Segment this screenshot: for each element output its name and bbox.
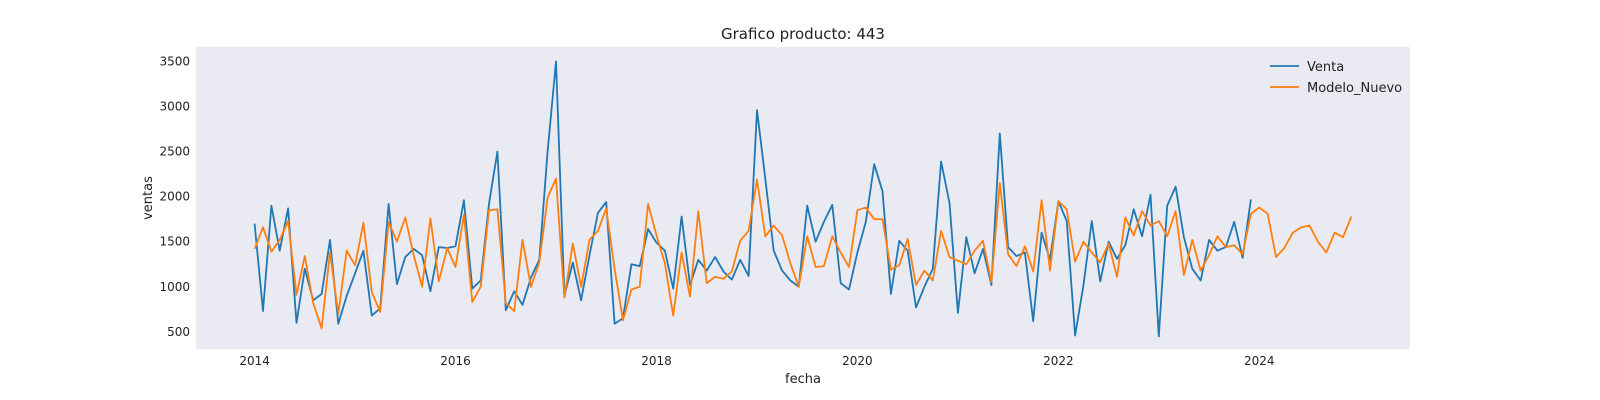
chart-title: Grafico producto: 443 — [721, 25, 885, 43]
x-tick-label: 2020 — [842, 354, 873, 368]
y-axis: 500 1000 1500 2000 2500 3000 3500 — [159, 54, 190, 338]
y-tick-label: 3500 — [159, 54, 190, 68]
x-axis-label: fecha — [785, 372, 821, 387]
legend: Venta Modelo_Nuevo — [1270, 60, 1402, 96]
series-layer — [253, 60, 1353, 338]
y-axis-label: ventas — [141, 176, 156, 220]
legend-label: Venta — [1307, 60, 1344, 75]
x-tick-label: 2022 — [1043, 354, 1074, 368]
y-tick-label: 1000 — [159, 280, 190, 294]
y-tick-label: 2000 — [159, 190, 190, 204]
x-tick-label: 2014 — [239, 354, 270, 368]
x-axis: 2014 2016 2018 2020 2022 2024 — [239, 354, 1274, 368]
y-tick-label: 3000 — [159, 99, 190, 113]
x-tick-label: 2016 — [440, 354, 471, 368]
plot-area — [196, 47, 1410, 349]
series-line-modelo-nuevo — [253, 177, 1353, 330]
x-tick-label: 2024 — [1244, 354, 1275, 368]
legend-label: Modelo_Nuevo — [1307, 81, 1402, 96]
series-line-venta — [253, 60, 1252, 338]
y-tick-label: 1500 — [159, 235, 190, 249]
x-tick-label: 2018 — [641, 354, 672, 368]
y-tick-label: 500 — [167, 325, 190, 339]
y-tick-label: 2500 — [159, 145, 190, 159]
